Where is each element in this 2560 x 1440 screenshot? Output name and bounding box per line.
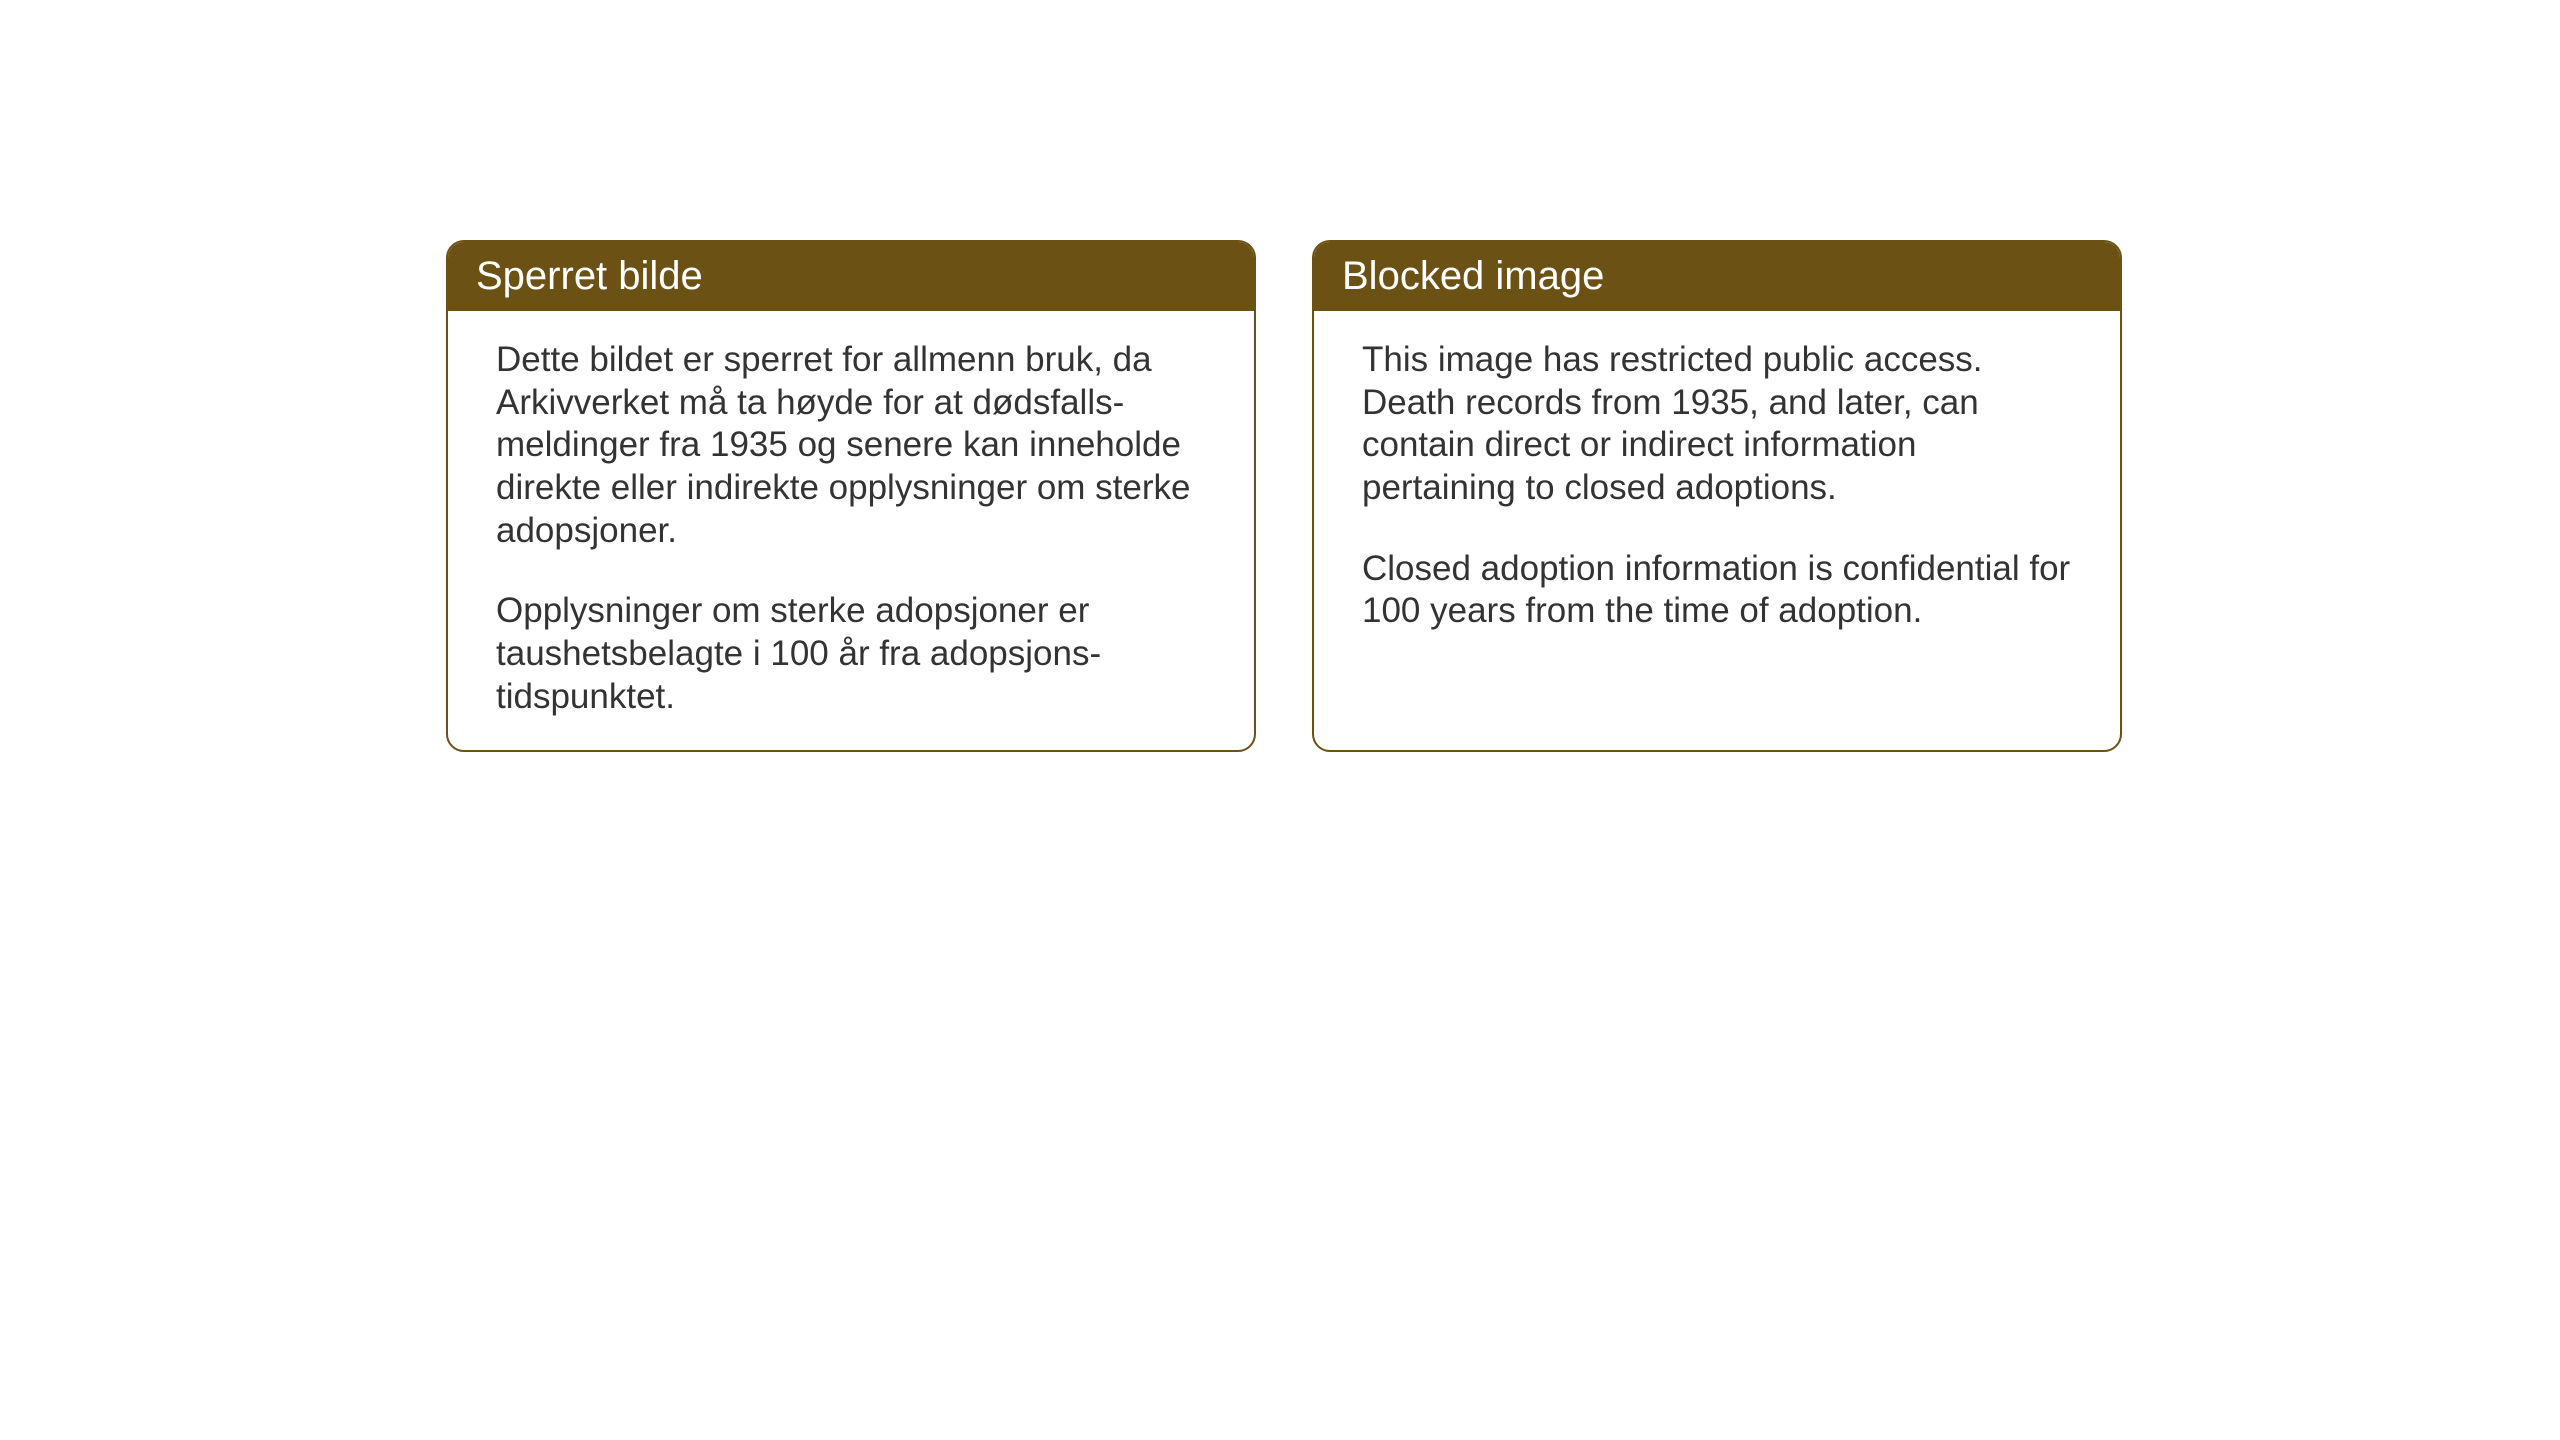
card-title-english: Blocked image: [1342, 254, 1604, 298]
card-header-english: Blocked image: [1314, 242, 2120, 311]
card-body-english: This image has restricted public access.…: [1314, 311, 2120, 669]
notice-card-norwegian: Sperret bilde Dette bildet er sperret fo…: [446, 240, 1256, 752]
paragraph-2-norwegian: Opplysninger om sterke adopsjoner er tau…: [496, 590, 1206, 718]
card-header-norwegian: Sperret bilde: [448, 242, 1254, 311]
card-title-norwegian: Sperret bilde: [476, 254, 703, 298]
paragraph-2-english: Closed adoption information is confident…: [1362, 548, 2072, 633]
paragraph-1-english: This image has restricted public access.…: [1362, 339, 2072, 510]
notice-container: Sperret bilde Dette bildet er sperret fo…: [0, 0, 2560, 752]
card-body-norwegian: Dette bildet er sperret for allmenn bruk…: [448, 311, 1254, 752]
paragraph-1-norwegian: Dette bildet er sperret for allmenn bruk…: [496, 339, 1206, 552]
notice-card-english: Blocked image This image has restricted …: [1312, 240, 2122, 752]
